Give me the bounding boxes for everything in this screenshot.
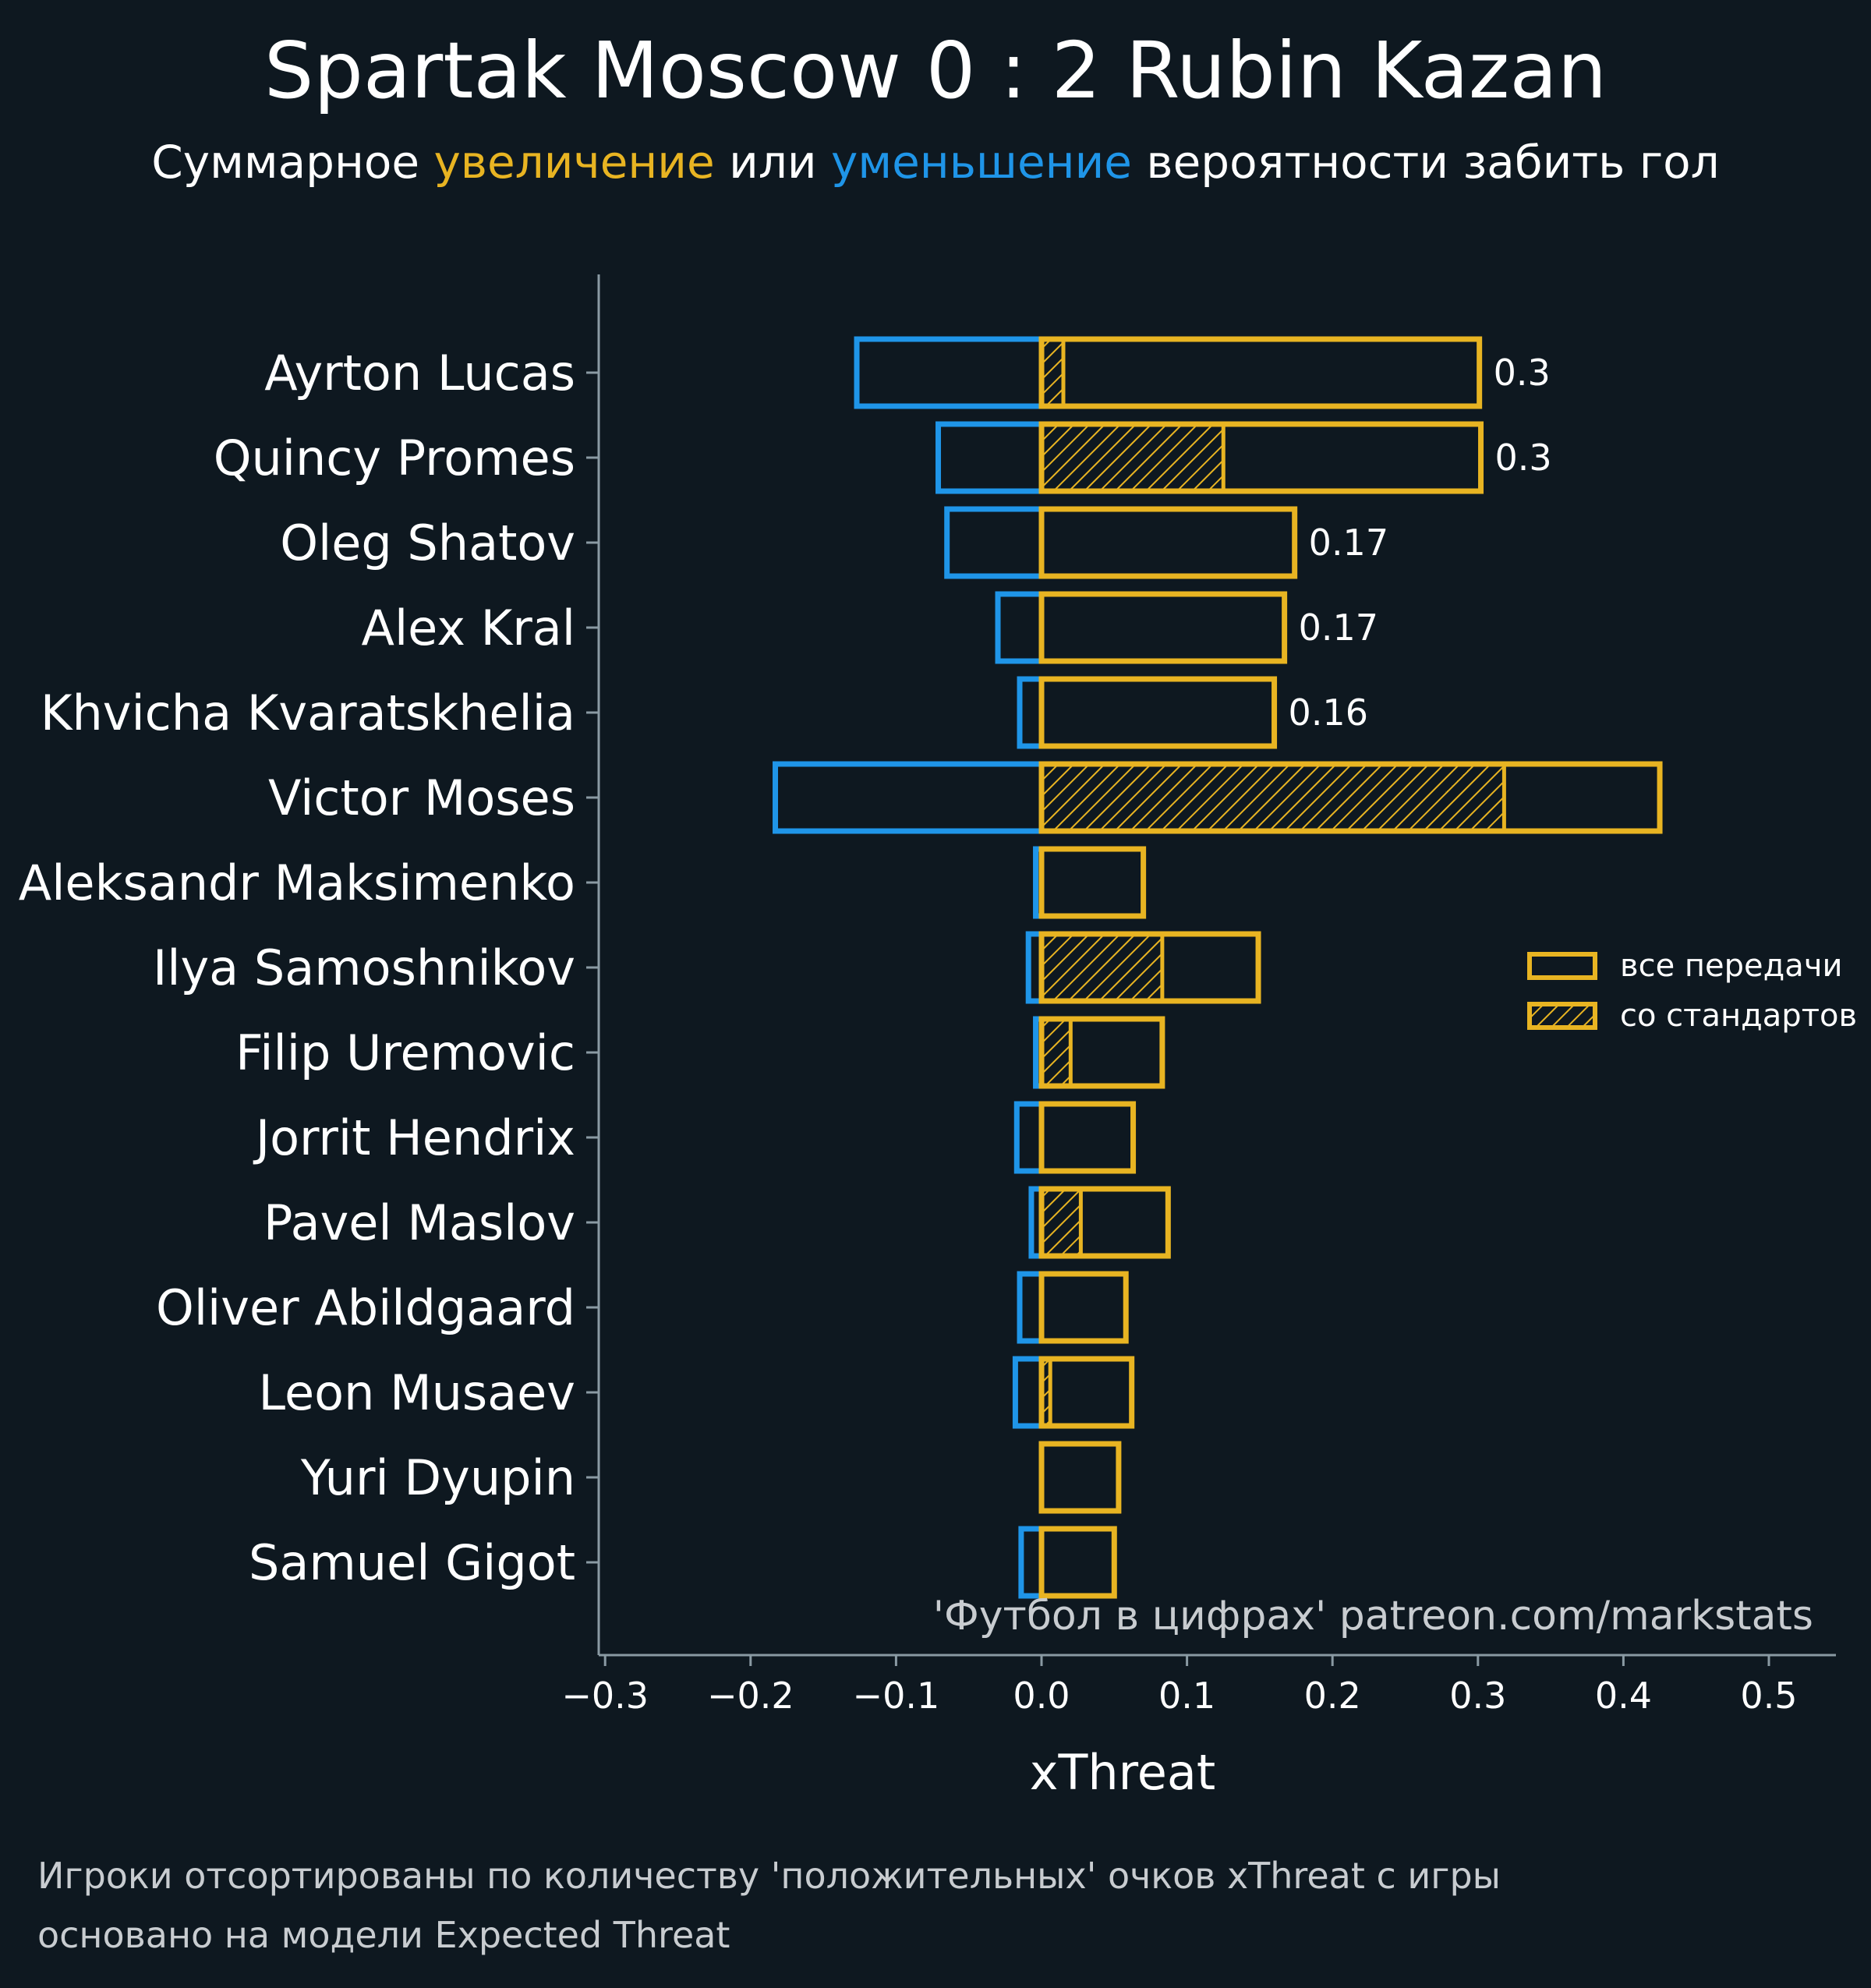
positive-bar [1038,336,1483,409]
subtitle-part1: Суммарное [151,136,433,189]
player-name: Leon Musaev [259,1364,575,1421]
player-name: Samuel Gigot [249,1534,575,1591]
x-tick-label: −0.2 [707,1675,794,1717]
bar-value-label: 0.16 [1289,692,1368,734]
x-tick-label: 0.0 [1013,1675,1070,1717]
positive-bar [1038,1186,1171,1259]
subtitle-increase-word: увеличение [433,136,714,189]
positive-bar [1038,1271,1129,1344]
positive-bar [1038,1101,1137,1174]
set-piece-bar [1039,932,1165,1003]
legend-label-set-pieces: со стандартов [1620,998,1857,1034]
footer-note-line1: Игроки отсортированы по количеству 'поло… [37,1855,1501,1897]
player-name: Filip Uremovic [235,1024,575,1081]
legend-swatch-set-pieces [1527,1002,1597,1030]
set-piece-bar [1039,422,1226,493]
positive-bar [1038,1356,1135,1429]
set-piece-bar [1039,1187,1083,1258]
x-tick-label: −0.3 [561,1675,649,1717]
player-name: Aleksandr Maksimenko [19,854,575,911]
positive-bar [1038,676,1278,749]
legend-swatch-all-passes [1527,952,1597,980]
player-name: Victor Moses [268,769,575,826]
positive-bar [1038,591,1288,664]
positive-bar [1038,506,1298,579]
set-piece-bar [1039,762,1506,833]
player-name: Khvicha Kvaratskhelia [41,684,575,741]
x-tick-label: 0.2 [1304,1675,1361,1717]
player-name: Oliver Abildgaard [156,1279,575,1336]
subtitle-decrease-word: уменьшение [831,136,1132,189]
player-name: Jorrit Hendrix [253,1109,575,1166]
positive-bar [1038,1441,1122,1514]
chart-title: Spartak Moscow 0 : 2 Rubin Kazan [264,25,1607,116]
player-name: Oleg Shatov [280,515,575,571]
positive-bar [1038,931,1261,1004]
x-tick-label: 0.4 [1595,1675,1652,1717]
plot-area: −0.3 −0.2 −0.1 0.0 0.1 0.2 0.3 0.4 0.5 Ayrton Luc… [19,274,1836,1717]
legend-label-all-passes: все передачи [1620,948,1842,984]
positive-bar [1038,761,1663,834]
positive-bar [1038,421,1484,494]
bar-value-label: 0.17 [1299,607,1378,649]
footer-note-line2: основано на модели Expected Threat [37,1914,730,1956]
player-name: Alex Kral [362,600,575,656]
player-name: Pavel Maslov [263,1194,575,1251]
bar-value-label: 0.3 [1494,352,1551,394]
x-tick-label: 0.1 [1158,1675,1215,1717]
player-name: Yuri Dyupin [300,1449,575,1506]
bar-value-label: 0.17 [1309,522,1388,564]
legend: все передачи со стандартов [1527,948,1857,1034]
x-tick-label: 0.3 [1449,1675,1506,1717]
positive-bar [1038,1016,1165,1089]
bar-value-label: 0.3 [1495,437,1552,479]
x-tick-label: −0.1 [853,1675,940,1717]
player-name: Ayrton Lucas [264,345,575,401]
x-axis-label: xThreat [1030,1744,1215,1801]
set-piece-bar [1039,337,1066,409]
chart-subtitle: Суммарное увеличение или уменьшение веро… [151,136,1719,189]
chart-watermark: 'Футбол в цифрах' patreon.com/markstats [933,1593,1813,1640]
positive-bar [1038,846,1147,919]
player-name: Quincy Promes [214,430,575,486]
subtitle-part3: вероятности забить гол [1146,136,1719,189]
x-tick-label: 0.5 [1740,1675,1797,1717]
subtitle-part2: или [729,136,831,189]
positive-bar [1038,1526,1117,1599]
player-name: Ilya Samoshnikov [153,939,575,996]
set-piece-bar [1039,1017,1073,1088]
